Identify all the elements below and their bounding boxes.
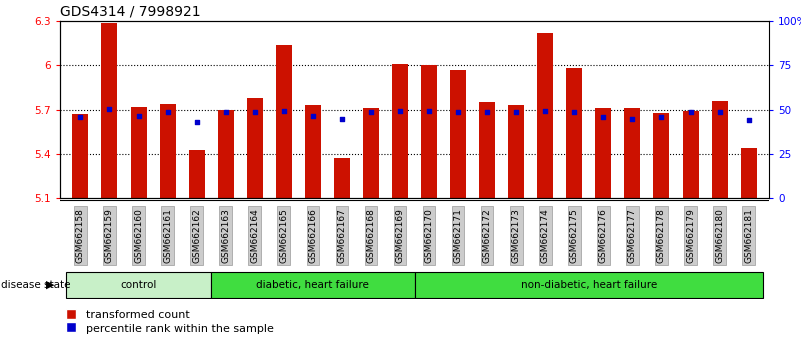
Text: GSM662180: GSM662180	[715, 208, 724, 263]
Point	[743, 118, 755, 123]
Point	[190, 119, 203, 125]
Text: GSM662169: GSM662169	[396, 208, 405, 263]
Bar	[741, 148, 757, 198]
Bar	[131, 107, 147, 198]
Point	[452, 110, 465, 115]
Text: GSM662176: GSM662176	[599, 208, 608, 263]
Point	[103, 106, 116, 112]
Point	[277, 108, 290, 113]
Text: GSM662179: GSM662179	[686, 208, 695, 263]
FancyBboxPatch shape	[66, 272, 211, 298]
Bar	[72, 114, 88, 198]
Text: disease state: disease state	[1, 280, 70, 290]
Text: GSM662159: GSM662159	[105, 208, 114, 263]
FancyBboxPatch shape	[415, 272, 763, 298]
Text: GSM662170: GSM662170	[425, 208, 433, 263]
Bar	[305, 105, 321, 198]
Text: GSM662175: GSM662175	[570, 208, 579, 263]
Bar	[363, 108, 379, 198]
Point	[132, 113, 145, 119]
Point	[509, 110, 522, 115]
Bar	[159, 104, 175, 198]
Point	[423, 108, 436, 113]
Text: GSM662177: GSM662177	[628, 208, 637, 263]
Point	[307, 113, 320, 119]
Text: GSM662168: GSM662168	[366, 208, 376, 263]
Text: GSM662172: GSM662172	[483, 208, 492, 263]
Bar	[276, 45, 292, 198]
Text: GSM662165: GSM662165	[280, 208, 288, 263]
Bar	[625, 108, 641, 198]
Text: GDS4314 / 7998921: GDS4314 / 7998921	[60, 5, 201, 19]
Bar	[334, 158, 350, 198]
Text: GSM662163: GSM662163	[221, 208, 230, 263]
Point	[393, 108, 406, 113]
Point	[597, 114, 610, 120]
Bar	[218, 110, 234, 198]
Bar	[450, 70, 466, 198]
Bar	[392, 64, 408, 198]
Bar	[508, 105, 524, 198]
Bar	[654, 113, 670, 198]
Text: GSM662167: GSM662167	[337, 208, 346, 263]
Point	[684, 110, 697, 115]
Bar	[102, 23, 118, 198]
Text: GSM662173: GSM662173	[512, 208, 521, 263]
Point	[655, 114, 668, 120]
Point	[248, 110, 261, 115]
Text: GSM662181: GSM662181	[744, 208, 753, 263]
FancyBboxPatch shape	[211, 272, 415, 298]
Bar	[595, 108, 611, 198]
Text: GSM662160: GSM662160	[134, 208, 143, 263]
Bar	[711, 101, 727, 198]
Point	[161, 110, 174, 115]
Point	[336, 117, 348, 122]
Bar	[247, 98, 263, 198]
Point	[364, 110, 377, 115]
Bar	[421, 65, 437, 198]
Text: GSM662174: GSM662174	[541, 208, 549, 263]
Point	[219, 110, 232, 115]
Text: GSM662166: GSM662166	[308, 208, 317, 263]
Text: diabetic, heart failure: diabetic, heart failure	[256, 280, 369, 290]
Text: control: control	[120, 280, 157, 290]
Text: GSM662178: GSM662178	[657, 208, 666, 263]
Bar	[479, 102, 495, 198]
Bar	[188, 149, 204, 198]
Text: GSM662171: GSM662171	[453, 208, 463, 263]
Text: GSM662164: GSM662164	[250, 208, 260, 263]
Point	[568, 110, 581, 115]
Bar	[537, 33, 553, 198]
Point	[713, 110, 726, 115]
Bar	[682, 111, 698, 198]
Point	[74, 114, 87, 120]
Text: GSM662161: GSM662161	[163, 208, 172, 263]
Text: ▶: ▶	[46, 280, 54, 290]
Point	[539, 108, 552, 113]
Text: non-diabetic, heart failure: non-diabetic, heart failure	[521, 280, 657, 290]
Text: GSM662158: GSM662158	[76, 208, 85, 263]
Bar	[566, 68, 582, 198]
Text: GSM662162: GSM662162	[192, 208, 201, 263]
Legend: transformed count, percentile rank within the sample: transformed count, percentile rank withi…	[66, 310, 273, 333]
Point	[626, 116, 639, 121]
Point	[481, 110, 493, 115]
